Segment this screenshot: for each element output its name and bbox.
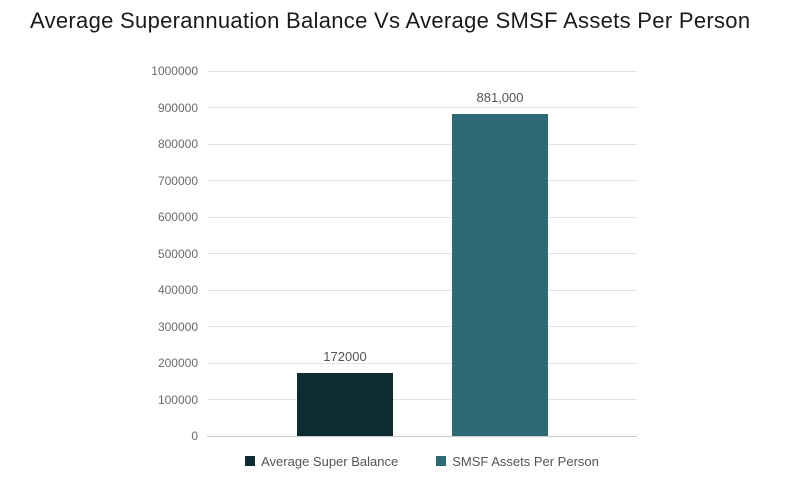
gridline	[207, 180, 637, 181]
y-axis-tick-label: 500000	[157, 246, 198, 261]
x-axis-baseline	[207, 435, 637, 437]
legend-item-smsf-assets-per-person: SMSF Assets Per Person	[436, 454, 599, 469]
y-axis-tick-label: 200000	[157, 356, 198, 370]
gridline	[207, 216, 637, 218]
bar-average-super-balance	[297, 373, 393, 436]
chart-title: Average Superannuation Balance Vs Averag…	[30, 8, 751, 33]
gridline	[207, 70, 637, 72]
y-axis-tick-label: 600000	[157, 210, 198, 224]
y-axis-tick-label: 900000	[157, 100, 198, 115]
gridline	[207, 326, 637, 327]
legend-item-average-super-balance: Average Super Balance	[245, 454, 398, 469]
y-axis-tick-label: 300000	[157, 319, 198, 334]
bar-value-label: 172000	[323, 349, 367, 365]
y-axis-tick-label: 700000	[157, 173, 198, 188]
plot-area: 0 100000 200000 300000 400000 500000 600000 700…	[151, 64, 637, 443]
legend-swatch-icon	[436, 456, 447, 466]
gridline	[207, 289, 637, 291]
gridline	[207, 362, 637, 364]
legend: Average Super Balance SMSF Assets Per Per…	[207, 453, 637, 469]
y-axis-tick-label: 800000	[157, 137, 198, 151]
gridline	[207, 253, 637, 254]
y-axis-tick-label: 1000000	[151, 64, 198, 78]
bar-smsf-assets-per-person	[452, 114, 548, 436]
legend-swatch-icon	[245, 456, 256, 466]
gridline	[207, 399, 637, 400]
legend-label: SMSF Assets Per Person	[452, 453, 599, 469]
y-axis-tick-label: 100000	[157, 392, 198, 407]
gridline	[207, 107, 637, 108]
legend-label: Average Super Balance	[261, 453, 399, 469]
bar-value-label: 881,000	[476, 90, 524, 106]
y-axis-tick-label: 400000	[157, 283, 198, 297]
y-axis-tick-label: 0	[191, 429, 198, 443]
gridline	[207, 143, 637, 145]
